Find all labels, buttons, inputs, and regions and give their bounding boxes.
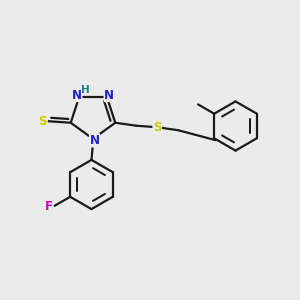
- Text: N: N: [72, 88, 82, 102]
- Text: N: N: [104, 88, 114, 102]
- Text: N: N: [89, 134, 100, 147]
- Text: H: H: [82, 85, 90, 95]
- Text: S: S: [39, 115, 47, 128]
- Text: S: S: [153, 121, 161, 134]
- Text: F: F: [45, 200, 52, 213]
